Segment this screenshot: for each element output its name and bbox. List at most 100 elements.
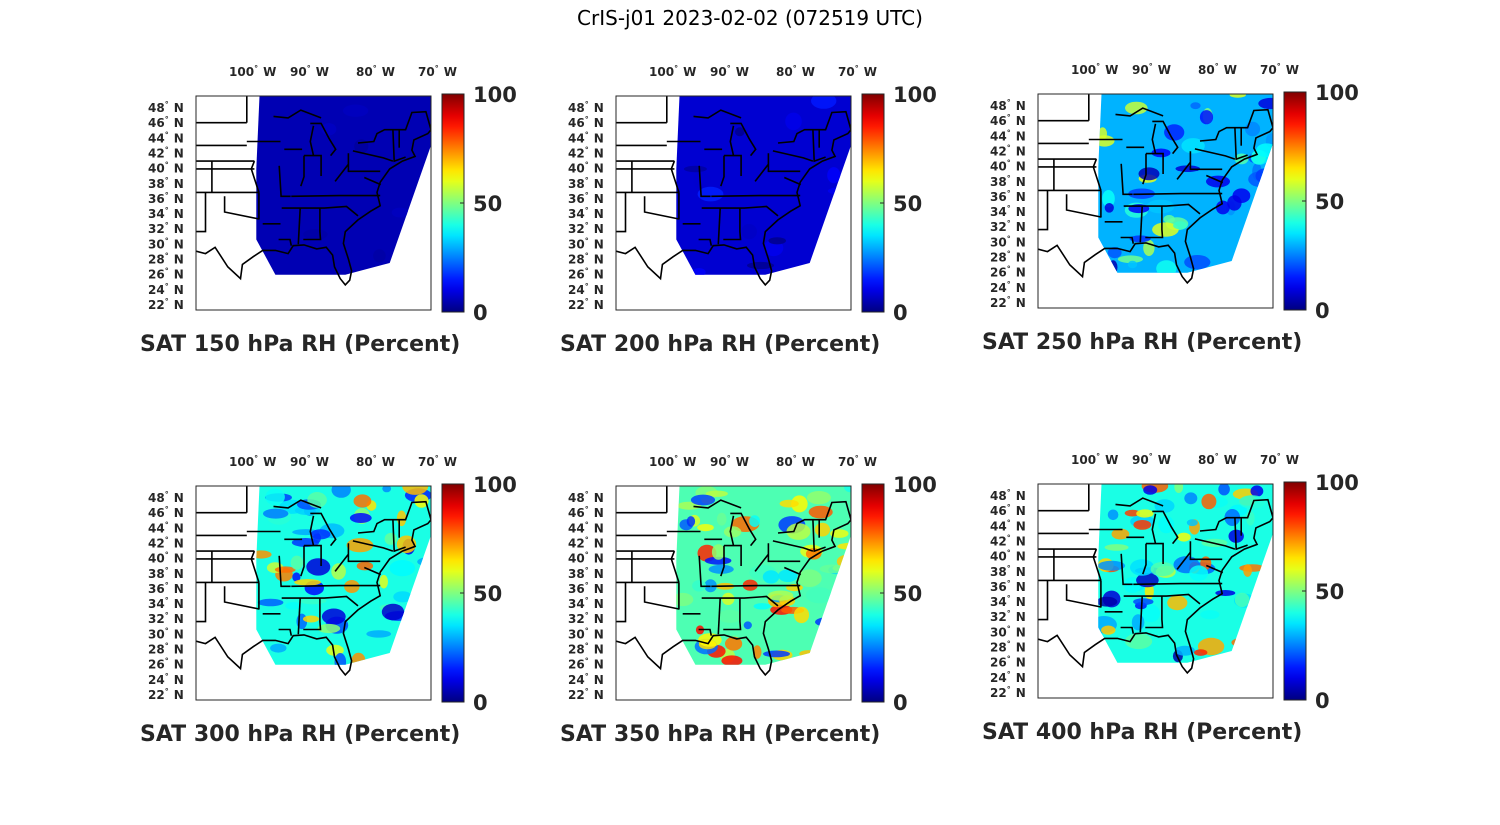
rh-blob (743, 621, 752, 630)
lat-tick-label: 32° N (568, 611, 604, 626)
lat-tick-label: 36° N (990, 189, 1026, 204)
map-panel-250: 100° W 90° W 80° W 70° W 48° N 46° N 44° N 42° N 40° N 38°… (982, 62, 1402, 372)
rh-blob (1189, 565, 1209, 581)
state-border (196, 582, 207, 623)
rh-blob (741, 224, 757, 240)
rh-blob (1143, 239, 1155, 256)
state-border (701, 205, 779, 217)
lat-tick-label: 44° N (568, 520, 604, 535)
lat-tick-label: 38° N (148, 176, 184, 191)
lon-tick-label: 70° W (418, 64, 457, 79)
lat-tick-label: 24° N (568, 672, 604, 687)
rh-blob (810, 176, 830, 189)
state-border (754, 553, 770, 572)
lon-tick-label: 100° W (229, 64, 276, 79)
state-border (724, 154, 742, 176)
lat-tick-label: 28° N (990, 250, 1026, 265)
rh-blob (381, 603, 405, 621)
map-border (1037, 93, 1274, 309)
colorbar-tick-label: 100 (473, 83, 517, 107)
state-border (812, 129, 826, 163)
state-border (1176, 551, 1192, 570)
rh-blob (690, 494, 716, 506)
rh-blob (331, 486, 351, 498)
lat-tick-label: 34° N (990, 594, 1026, 609)
rh-blob (270, 643, 287, 653)
lon-tick-label: 90° W (1132, 452, 1171, 467)
state-border (698, 555, 711, 588)
rh-blob (294, 579, 321, 586)
state-border (278, 165, 291, 198)
lat-tick-label: 44° N (148, 130, 184, 145)
rh-blob (1218, 484, 1230, 496)
lat-tick-label: 46° N (990, 113, 1026, 128)
rh-blob (384, 532, 397, 545)
map-svg: 100° W 90° W 80° W 70° W 48° N46° N44° N42° N40° N38°… (568, 454, 937, 715)
map-panel-200: 100° W 90° W 80° W 70° W 48° N 46° N 44° N 42° N 40° N 38°… (560, 64, 980, 374)
rh-blob (844, 486, 851, 493)
lat-tick-label: 40° N (148, 161, 184, 176)
colorbar-tick-label: 0 (1315, 689, 1330, 713)
state-border (729, 125, 735, 156)
rh-blob (1174, 484, 1184, 493)
state-border (777, 110, 851, 144)
rh-blob (830, 529, 849, 538)
rh-blob (1201, 493, 1217, 510)
rh-blob (373, 249, 386, 263)
map-svg: 100° W 90° W 80° W 70° W 48° N46° N44° N42° N40° N38°… (148, 454, 517, 715)
lat-tick-label: 36° N (148, 191, 184, 206)
boundaries (1038, 484, 1273, 675)
state-border (223, 196, 260, 220)
lat-tick-label: 32° N (568, 221, 604, 236)
lat-tick-label: 32° N (990, 219, 1026, 234)
rh-blob (1104, 544, 1129, 551)
state-border (777, 500, 851, 534)
lon-tick-label: 90° W (290, 454, 329, 469)
rh-swath (676, 96, 851, 275)
panel-caption: SAT 200 hPa RH (Percent) (560, 332, 881, 357)
rh-blob (686, 516, 696, 527)
state-border (783, 176, 802, 186)
state-border (196, 192, 207, 233)
state-border (767, 153, 801, 173)
rh-blob (1131, 614, 1145, 631)
lat-tick-label: 24° N (990, 280, 1026, 295)
state-border (1120, 163, 1133, 196)
rh-blob (708, 564, 734, 574)
lat-tick-label: 24° N (990, 670, 1026, 685)
lat-tick-label: 42° N (568, 146, 604, 161)
map-border (1037, 483, 1274, 699)
rh-blob (1163, 215, 1175, 224)
rh-blob (1258, 97, 1273, 110)
rh-blob (1238, 495, 1266, 509)
panel-caption: SAT 250 hPa RH (Percent) (982, 330, 1303, 355)
state-border (723, 208, 742, 241)
lat-tick-label: 30° N (568, 236, 604, 251)
state-border (1142, 543, 1147, 575)
rh-blob (1141, 604, 1160, 623)
colorbar-tick-label: 50 (893, 192, 922, 216)
rh-blob (1138, 167, 1160, 181)
state-border (223, 586, 260, 610)
lon-tick-label: 70° W (1260, 452, 1299, 467)
state-border (309, 515, 315, 546)
coastline (1038, 127, 1273, 285)
rh-blob (1156, 260, 1177, 273)
state-border (698, 628, 713, 636)
state-border (670, 550, 680, 583)
map-svg: 100° W 90° W 80° W 70° W 48° N46° N44° N42° N40° N38°… (148, 64, 517, 325)
lon-tick-label: 100° W (229, 454, 276, 469)
lon-tick-label: 90° W (290, 64, 329, 79)
rh-blob (676, 592, 694, 607)
map-panel-300: 100° W 90° W 80° W 70° W 48° N 46° N 44° N 42° N 40° N 38°… (140, 454, 560, 764)
lon-tick-label: 80° W (1198, 62, 1237, 77)
rh-blob (1175, 165, 1201, 172)
lat-tick-label: 28° N (568, 642, 604, 657)
map-border (615, 95, 852, 311)
rh-blob (1227, 195, 1242, 211)
rh-blob (811, 96, 837, 109)
rh-blob (1107, 509, 1119, 521)
figure-title: CrIS-j01 2023-02-02 (072519 UTC) (577, 6, 923, 30)
rh-blob (797, 569, 822, 587)
rh-blob (356, 561, 374, 571)
